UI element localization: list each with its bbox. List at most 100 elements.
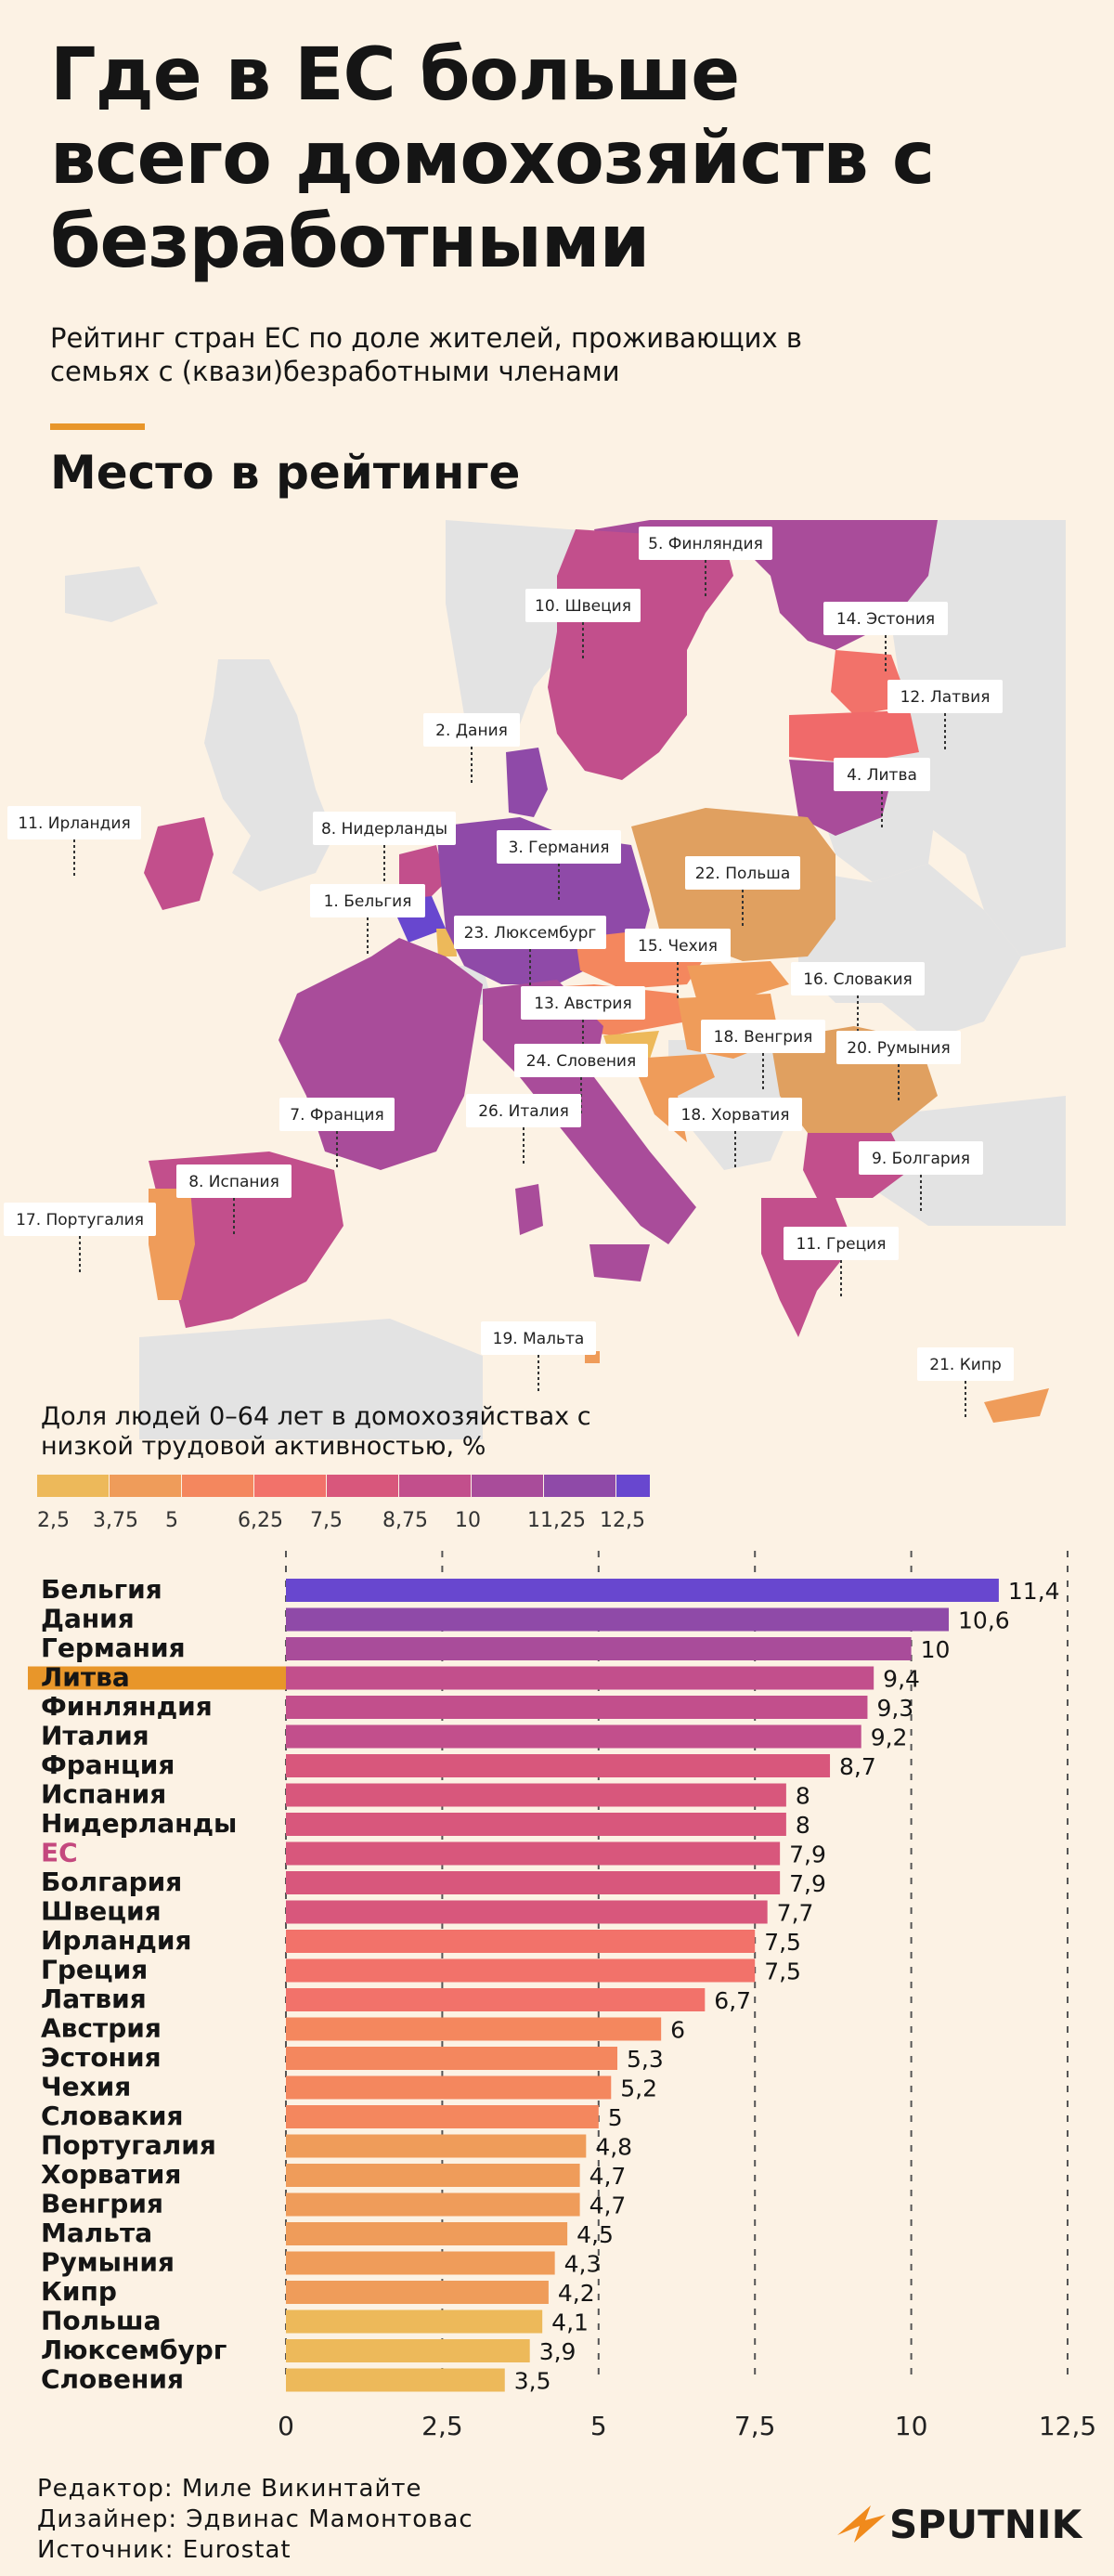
bar-value-label: 4,5: [576, 2221, 614, 2248]
map-label-text: 13. Австрия: [534, 995, 631, 1013]
bar-category-label: Греция: [41, 1955, 148, 1985]
bar: [286, 1724, 861, 1749]
legend-tick-label: 8,75: [382, 1509, 428, 1530]
legend-tick-label: 10: [455, 1509, 481, 1530]
map-label-text: 9. Болгария: [872, 1150, 970, 1168]
map-label-box: [525, 589, 641, 622]
map-label: 17. Португалия: [4, 1203, 156, 1273]
bar-category-label: Чехия: [41, 2072, 131, 2102]
bar-value-label: 6: [670, 2017, 685, 2044]
map-label-box: [887, 680, 1003, 713]
bar: [286, 2192, 580, 2217]
map-label: 21. Кипр: [917, 1347, 1014, 1418]
bar-category-label: Финляндия: [41, 1691, 213, 1722]
bar-value-label: 9,3: [876, 1695, 913, 1722]
map-label: 11. Греция: [784, 1227, 899, 1297]
legend-title: Доля людей 0–64 лет в домохозяйствах с н…: [41, 1402, 591, 1461]
country-ukraine: [798, 864, 1021, 1040]
sputnik-logo-text: SPUTNIK: [889, 2502, 1082, 2547]
bar-category-label: Швеция: [41, 1896, 162, 1927]
map-label-text: 22. Польша: [695, 865, 790, 883]
bar: [286, 1813, 786, 1836]
map-label: 13. Австрия: [521, 986, 645, 1057]
bar-category-label: Польша: [41, 2306, 162, 2336]
bar-category-label: Словения: [41, 2364, 184, 2395]
x-tick-label: 10: [895, 2411, 928, 2441]
map-label-text: 5. Финляндия: [648, 535, 763, 553]
credit-source: Источник: Eurostat: [37, 2536, 291, 2564]
map-label: 4. Литва: [834, 758, 930, 828]
bar-value-label: 3,5: [514, 2368, 551, 2395]
map-label: 11. Ирландия: [7, 806, 141, 877]
bar-category-label: Латвия: [41, 1984, 147, 2014]
bar-category-label: Словакия: [41, 2101, 184, 2131]
bar-value-label: 7,7: [777, 1900, 814, 1927]
map-label: 20. Румыния: [836, 1031, 961, 1101]
bar-value-label: 7,5: [764, 1929, 801, 1956]
map-label: 10. Швеция: [525, 589, 641, 659]
map-label-box: [454, 916, 606, 949]
bar-value-label: 11,4: [1008, 1578, 1060, 1605]
map-label-text: 10. Швеция: [535, 597, 631, 616]
bar-category-label: Франция: [41, 1750, 175, 1780]
map-label-text: 21. Кипр: [929, 1356, 1001, 1374]
bar-chart: 0 2,5 5 7,5 10 12,5 Бельгия 11,4 Дания 10,6 Герман…: [28, 1551, 1096, 2441]
bar: [286, 2105, 599, 2128]
highlight-band: [28, 1666, 286, 1690]
legend-tick-label: 12,5: [600, 1509, 645, 1530]
legend-tick-label: 3,75: [93, 1509, 138, 1530]
map-label-text: 18. Венгрия: [714, 1028, 813, 1047]
map-label: 19. Мальта: [481, 1321, 596, 1392]
bar-category-label: Кипр: [41, 2276, 117, 2307]
x-tick-label: 2,5: [421, 2411, 463, 2441]
country-ireland: [144, 817, 214, 910]
sputnik-logo-icon: [837, 2505, 886, 2543]
bar-value-label: 8,7: [839, 1753, 876, 1780]
bar-category-label: ЕС: [41, 1838, 78, 1868]
map-background-countries: [65, 520, 1066, 1439]
sputnik-logo: SPUTNIK: [834, 2498, 1082, 2548]
map-label-text: 26. Италия: [478, 1102, 569, 1121]
bar-value-label: 4,2: [558, 2280, 595, 2307]
legend-tick-label: 6,25: [238, 1509, 283, 1530]
x-tick-label: 12,5: [1039, 2411, 1096, 2441]
bar: [286, 2281, 549, 2304]
legend-tick-label: 11,25: [527, 1509, 586, 1530]
bar-value-label: 9,4: [883, 1666, 920, 1693]
map-label-box: [423, 713, 520, 747]
map-label: 2. Дания: [423, 713, 520, 784]
bar: [286, 1754, 831, 1777]
map-label: 7. Франция: [279, 1098, 395, 1168]
map-label-box: [521, 986, 645, 1020]
map-label-box: [834, 758, 930, 791]
map-label-box: [466, 1094, 581, 1127]
map-label: 12. Латвия: [887, 680, 1003, 750]
map-label-box: [625, 929, 731, 962]
map-label: 8. Испания: [176, 1164, 291, 1235]
bar: [286, 2251, 555, 2275]
bar: [286, 2368, 505, 2392]
map-label-text: 20. Румыния: [847, 1039, 950, 1058]
bar: [286, 2222, 568, 2245]
bar-category-label: Ирландия: [41, 1925, 191, 1956]
map-label-box: [823, 602, 948, 635]
map-label: 8. Нидерланды: [313, 812, 456, 882]
bar: [286, 2075, 612, 2100]
legend-swatch: [37, 1475, 109, 1497]
bar-value-label: 6,7: [714, 1987, 751, 2014]
bar-value-label: 4,1: [551, 2309, 589, 2336]
x-tick-label: 0: [278, 2411, 294, 2441]
map-label-text: 24. Словения: [526, 1052, 636, 1071]
map-label-box: [497, 830, 621, 864]
bar: [286, 2134, 587, 2158]
bar-category-label: Литва: [41, 1662, 130, 1693]
map-label-text: 16. Словакия: [803, 970, 913, 989]
bar-value-label: 8: [796, 1812, 810, 1839]
map-label: 16. Словакия: [791, 962, 925, 1033]
map-label-box: [481, 1321, 596, 1355]
map-label-text: 17. Португалия: [16, 1211, 144, 1229]
country-portugal: [149, 1189, 195, 1300]
map-label-box: [836, 1031, 961, 1064]
map-label: 18. Хорватия: [668, 1098, 802, 1168]
bar-category-label: Венгрия: [41, 2189, 163, 2219]
